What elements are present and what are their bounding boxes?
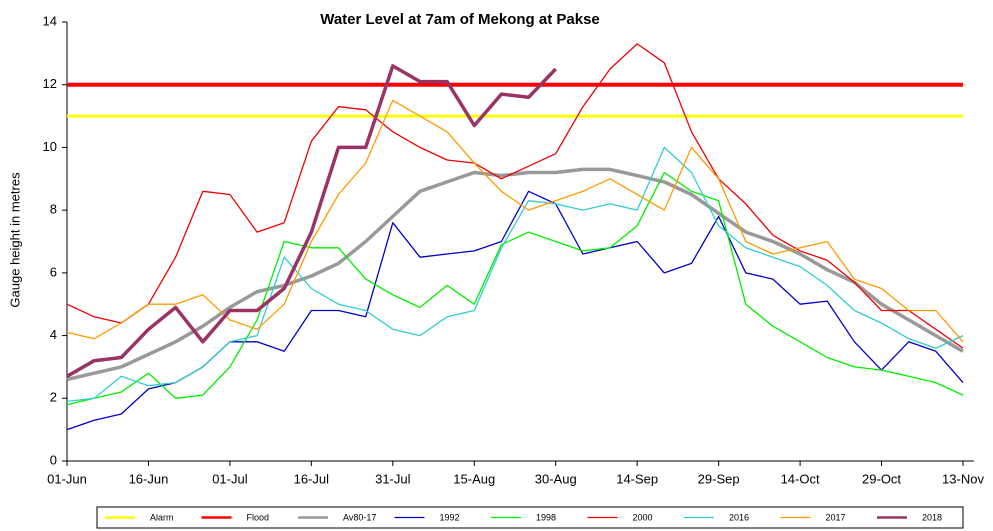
- y-tick-label: 6: [50, 264, 57, 279]
- x-tick-label: 14-Oct: [781, 471, 820, 486]
- legend-label: 2016: [729, 512, 749, 522]
- x-tick-label: 14-Sep: [616, 471, 658, 486]
- legend-label: 2000: [633, 512, 653, 522]
- y-tick-label: 10: [43, 139, 57, 154]
- series-line: [66, 167, 964, 382]
- legend-label: Alarm: [150, 512, 174, 522]
- series-line: [66, 146, 964, 403]
- x-tick-label: 16-Jul: [294, 471, 330, 486]
- legend-label: 1992: [440, 512, 460, 522]
- y-tick-label: 14: [43, 13, 57, 28]
- y-tick-label: 2: [50, 390, 57, 405]
- x-tick-label: 13-Nov: [942, 471, 984, 486]
- x-tick-label: 31-Jul: [375, 471, 411, 486]
- series-line: [66, 171, 964, 406]
- x-tick-label: 15-Aug: [453, 471, 495, 486]
- y-axis-label: Gauge height in metres: [7, 172, 22, 308]
- legend-label: 1998: [536, 512, 556, 522]
- series-line: [66, 64, 557, 378]
- chart-title: Water Level at 7am of Mekong at Pakse: [320, 11, 600, 28]
- x-tick-label: 16-Jun: [129, 471, 169, 486]
- x-tick-label: 29-Sep: [698, 471, 740, 486]
- y-tick-label: 0: [50, 452, 57, 467]
- x-tick-label: 01-Jul: [212, 471, 248, 486]
- y-tick-label: 12: [43, 76, 57, 91]
- x-tick-label: 29-Oct: [862, 471, 901, 486]
- series-line: [66, 43, 964, 349]
- x-tick-label: 01-Jun: [47, 471, 87, 486]
- legend-label: 2017: [826, 512, 846, 522]
- x-tick-label: 30-Aug: [535, 471, 577, 486]
- legend-label: 2018: [922, 512, 942, 522]
- series-line: [66, 190, 964, 431]
- series-line: [66, 99, 964, 343]
- y-tick-label: 4: [50, 327, 57, 342]
- legend-box: [96, 506, 964, 529]
- legend-label: Flood: [247, 512, 270, 522]
- legend-label: Av80-17: [343, 512, 376, 522]
- y-tick-label: 8: [50, 202, 57, 217]
